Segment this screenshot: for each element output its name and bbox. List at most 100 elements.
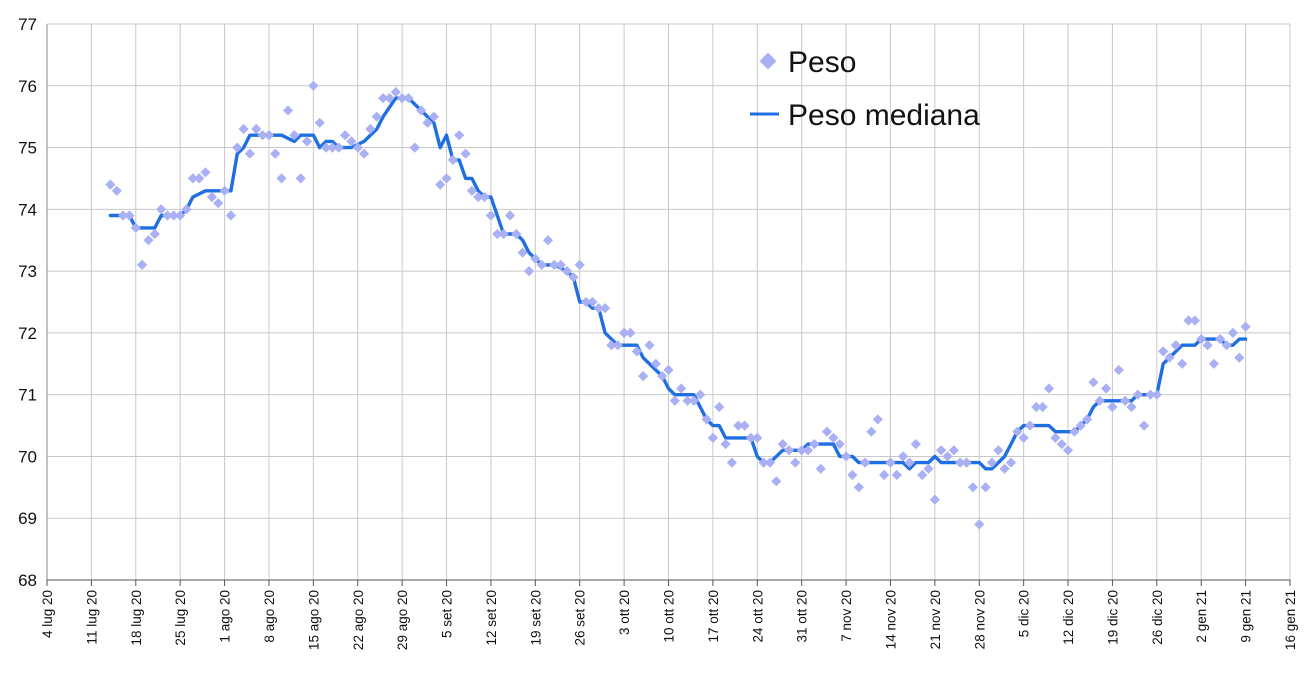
x-tick-label: 22 ago 20 bbox=[351, 590, 366, 650]
scatter-point bbox=[1018, 432, 1029, 443]
line-peso-mediana bbox=[108, 96, 1248, 471]
scatter-point bbox=[175, 210, 186, 221]
scatter-point bbox=[676, 383, 687, 394]
x-tick-label: 24 ott 20 bbox=[750, 590, 765, 643]
scatter-point bbox=[504, 210, 516, 221]
x-tick-label: 25 lug 20 bbox=[173, 590, 188, 646]
scatter-point bbox=[669, 395, 680, 406]
scatter-point bbox=[891, 469, 902, 481]
scatter-point bbox=[105, 179, 116, 190]
x-tick-label: 12 dic 20 bbox=[1061, 590, 1076, 645]
x-tick-label: 26 set 20 bbox=[573, 590, 588, 646]
scatter-point bbox=[162, 210, 173, 221]
scatter-point bbox=[301, 136, 313, 147]
x-tick-label: 2 gen 21 bbox=[1194, 590, 1209, 643]
scatter-point bbox=[942, 451, 953, 462]
scatter-point bbox=[720, 439, 731, 450]
scatter-point bbox=[828, 432, 839, 443]
scatter-point bbox=[1183, 315, 1194, 326]
x-tick-label: 19 dic 20 bbox=[1105, 590, 1120, 645]
x-tick-label: 9 gen 21 bbox=[1239, 590, 1254, 643]
scatter-point bbox=[1202, 340, 1213, 351]
scatter-point bbox=[111, 185, 122, 196]
x-tick-label: 5 set 20 bbox=[440, 590, 455, 638]
scatter-point bbox=[1075, 420, 1086, 431]
scatter-point bbox=[130, 222, 141, 233]
x-tick-label: 11 lug 20 bbox=[84, 590, 99, 645]
scatter-point bbox=[200, 167, 211, 178]
legend: Peso Peso mediana bbox=[750, 46, 980, 132]
scatter-point bbox=[866, 426, 877, 437]
scatter-point bbox=[1050, 432, 1061, 443]
scatter-point bbox=[1069, 426, 1080, 437]
y-tick-label: 77 bbox=[18, 15, 37, 34]
x-tick-labels: 4 lug 20 11 lug 20 18 lug 20 25 lug 20 1 ago… bbox=[40, 590, 1298, 650]
x-tick-label: 1 ago 20 bbox=[218, 590, 233, 643]
scatter-point bbox=[1227, 327, 1238, 338]
scatter-point bbox=[251, 123, 262, 135]
scatter-point bbox=[923, 463, 934, 474]
scatter-point bbox=[359, 148, 370, 159]
scatter-point bbox=[726, 457, 737, 468]
scatter-point bbox=[739, 420, 750, 431]
scatter-point bbox=[1107, 401, 1118, 413]
scatter-point bbox=[574, 259, 585, 270]
x-tick-label: 31 ott 20 bbox=[795, 590, 810, 643]
scatter-point bbox=[194, 173, 205, 184]
x-tick-label: 5 dic 20 bbox=[1017, 590, 1032, 637]
scatter-point bbox=[1062, 445, 1074, 456]
scatter-point bbox=[143, 235, 154, 246]
scatter-point bbox=[232, 142, 243, 153]
scatter-point bbox=[1005, 457, 1017, 468]
scatter-point bbox=[1113, 364, 1124, 376]
scatter-point bbox=[1126, 401, 1137, 413]
y-tick-label: 71 bbox=[18, 386, 37, 405]
scatter-point bbox=[1132, 389, 1143, 400]
scatter-point bbox=[790, 457, 801, 468]
scatter-point bbox=[225, 210, 236, 221]
legend-label-peso-mediana: Peso mediana bbox=[788, 99, 980, 132]
scatter-point bbox=[879, 469, 890, 481]
x-tick-label: 12 set 20 bbox=[484, 590, 499, 646]
scatter-point bbox=[929, 494, 940, 505]
legend-marker-peso bbox=[759, 52, 777, 70]
y-tick-label: 68 bbox=[18, 571, 37, 590]
scatter-point bbox=[390, 86, 401, 98]
y-tick-labels: 68 69 70 71 72 73 74 75 76 77 bbox=[18, 15, 37, 590]
scatter-point bbox=[1196, 334, 1207, 345]
x-tick-label: 29 ago 20 bbox=[395, 590, 410, 650]
scatter-point bbox=[149, 228, 160, 240]
y-tick-label: 73 bbox=[18, 262, 37, 281]
x-tick-label: 26 dic 20 bbox=[1150, 590, 1165, 645]
scatter-point bbox=[435, 179, 446, 190]
scatter-point bbox=[276, 173, 287, 184]
scatter-point bbox=[1221, 340, 1232, 351]
x-tick-label: 4 lug 20 bbox=[40, 590, 55, 638]
scatter-point bbox=[263, 130, 275, 141]
scatter-point bbox=[219, 185, 230, 196]
scatter-point bbox=[993, 445, 1004, 456]
scatter-point bbox=[447, 154, 458, 165]
scatter-point bbox=[860, 457, 871, 468]
scatter-point bbox=[847, 469, 858, 481]
scatter-point bbox=[961, 457, 972, 468]
scatter-point bbox=[936, 445, 947, 456]
scatter-point bbox=[124, 210, 135, 221]
scatter-point bbox=[340, 130, 351, 141]
scatter-point bbox=[409, 142, 420, 153]
scatter-point bbox=[314, 117, 325, 128]
scatter-point bbox=[872, 414, 883, 425]
scatter-point bbox=[917, 469, 928, 481]
scatter-point bbox=[1158, 346, 1169, 357]
scatter-point bbox=[714, 401, 725, 413]
y-tick-label: 75 bbox=[18, 139, 37, 158]
scatter-point bbox=[187, 173, 198, 184]
y-tick-label: 69 bbox=[18, 509, 37, 528]
scatter-point bbox=[1164, 352, 1175, 363]
scatter-point bbox=[1145, 389, 1156, 400]
legend-label-peso: Peso bbox=[788, 46, 856, 79]
scatter-point bbox=[454, 130, 465, 141]
scatter-point bbox=[295, 173, 306, 184]
scatter-point bbox=[308, 80, 319, 91]
